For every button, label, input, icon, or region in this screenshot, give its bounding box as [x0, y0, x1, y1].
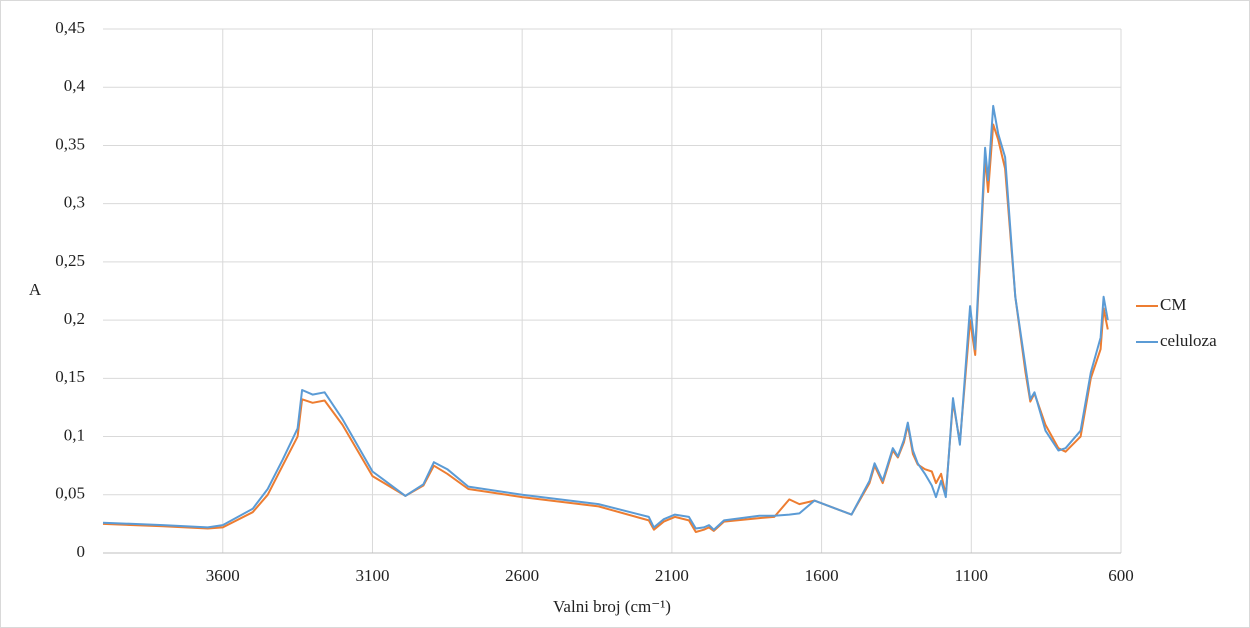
- x-tick-label: 600: [1108, 566, 1134, 585]
- y-tick-label: 0,35: [55, 134, 85, 153]
- legend-label: CM: [1160, 295, 1186, 314]
- y-tick-label: 0,2: [64, 309, 85, 328]
- y-tick-label: 0,4: [64, 76, 86, 95]
- x-tick-label: 1600: [805, 566, 839, 585]
- y-tick-label: 0,1: [64, 425, 85, 444]
- series-line: [102, 104, 1109, 531]
- y-tick-label: 0: [77, 542, 86, 561]
- legend-label: celuloza: [1160, 331, 1217, 350]
- x-tick-label: 1100: [955, 566, 988, 585]
- y-tick-label: 0,25: [55, 251, 85, 270]
- y-tick-label: 0,3: [64, 193, 85, 212]
- x-axis-label: Valni broj (cm⁻¹): [553, 597, 671, 616]
- x-tick-label: 3600: [206, 566, 240, 585]
- y-tick-label: 0,05: [55, 484, 85, 503]
- y-tick-label: 0,15: [55, 367, 85, 386]
- x-tick-label: 3100: [355, 566, 389, 585]
- y-axis-label: A: [29, 280, 42, 299]
- x-tick-label: 2100: [655, 566, 689, 585]
- x-tick-label: 2600: [505, 566, 539, 585]
- y-tick-label: 0,45: [55, 18, 85, 37]
